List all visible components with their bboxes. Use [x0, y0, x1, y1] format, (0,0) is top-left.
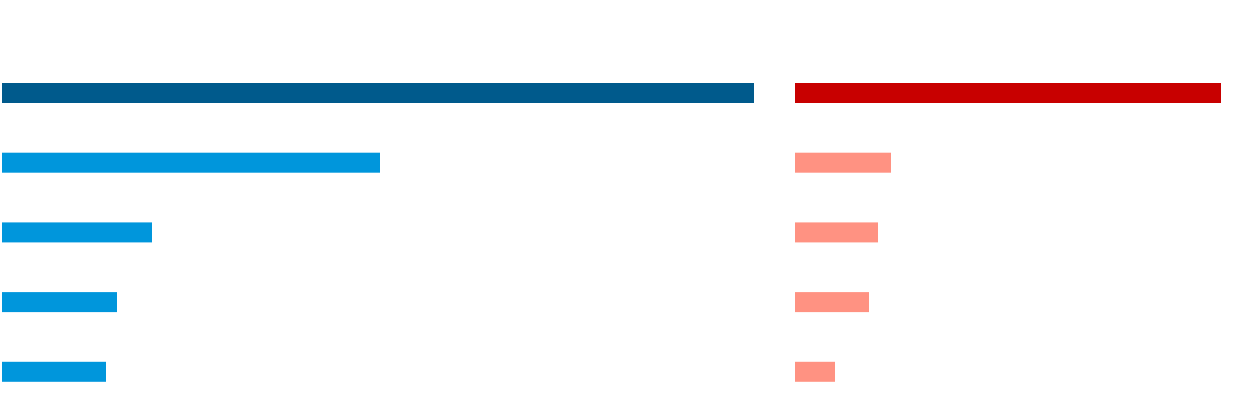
bar: [2, 361, 106, 382]
bar: [795, 83, 1221, 103]
bar: [795, 222, 878, 243]
bar: [2, 292, 117, 313]
bar: [795, 152, 891, 173]
bar: [795, 292, 869, 313]
bar: [2, 152, 380, 173]
bar: [2, 83, 754, 103]
bar: [795, 361, 835, 382]
bar: [2, 222, 152, 243]
